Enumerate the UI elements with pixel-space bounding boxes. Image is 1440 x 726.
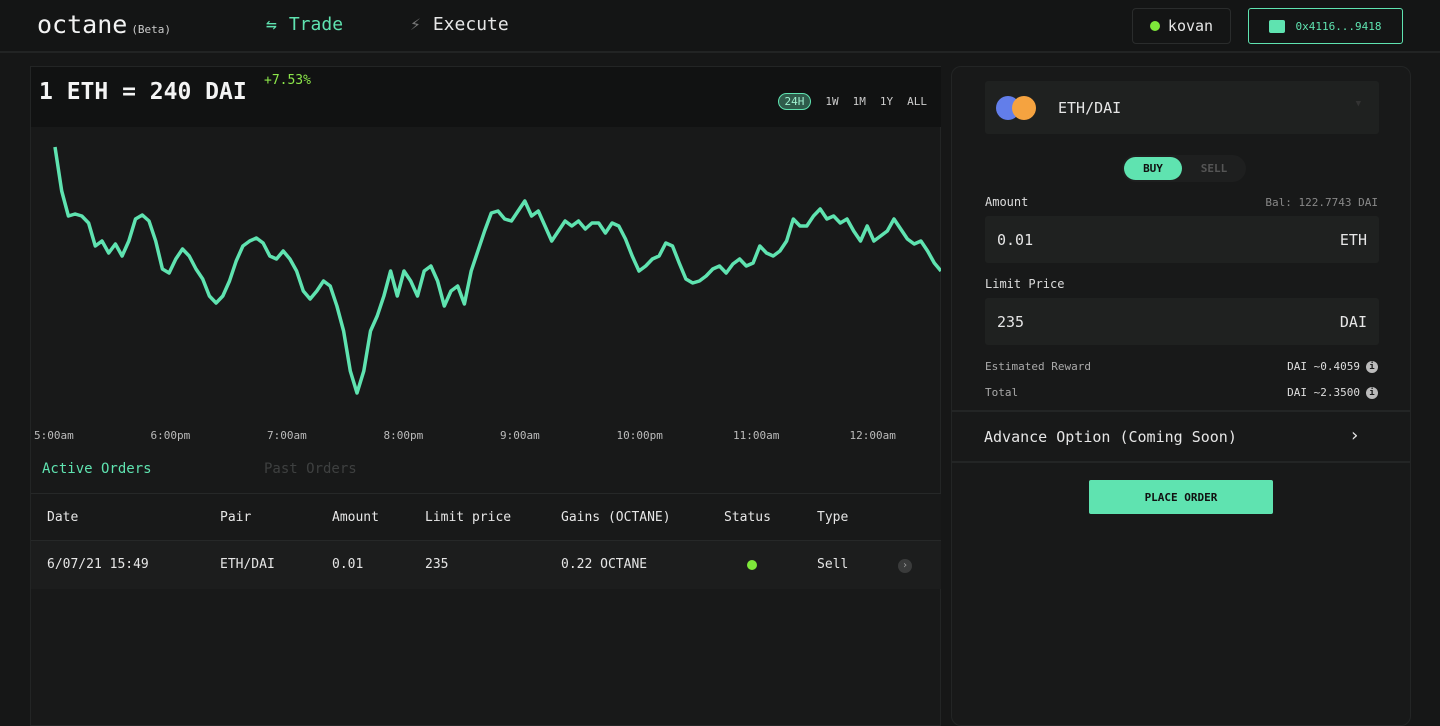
beta-label: (Beta) (131, 23, 172, 36)
place-order-button[interactable]: PLACE ORDER (1089, 480, 1273, 514)
range-1w[interactable]: 1W (825, 95, 839, 108)
tab-past-orders[interactable]: Past Orders (264, 461, 357, 477)
cell-gains: 0.22 OCTANE (561, 557, 648, 572)
x-tick-label: 5:00am (34, 429, 74, 442)
x-tick-label: 12:00am (849, 429, 896, 442)
limit-price-label: Limit Price (985, 277, 1065, 291)
x-tick-label: 11:00am (733, 429, 780, 442)
range-all[interactable]: ALL (907, 95, 927, 108)
chevron-right-icon: › (1349, 425, 1360, 446)
pair-selector[interactable]: ETH/DAI ▼ (985, 81, 1379, 134)
cell-date: 6/07/21 15:49 (47, 557, 149, 572)
price-chart[interactable] (31, 127, 941, 417)
wallet-icon (1269, 19, 1286, 33)
network-status-dot (1149, 21, 1160, 31)
x-tick-label: 10:00pm (616, 429, 663, 442)
table-header: Date Pair Amount Limit price Gains (OCTA… (31, 493, 941, 541)
nav-execute-label: Execute (432, 14, 509, 35)
limit-price-input[interactable]: 235 DAI (985, 298, 1379, 345)
col-status: Status (724, 510, 771, 525)
x-tick-label: 6:00pm (150, 429, 191, 442)
dai-icon (1012, 96, 1036, 120)
col-gains: Gains (OCTANE) (561, 510, 671, 525)
reward: DAI ~0.4059 i (1287, 360, 1378, 373)
tab-active-orders[interactable]: Active Orders (42, 461, 152, 477)
side-toggle: BUY SELL (1122, 155, 1246, 182)
x-tick-label: 8:00pm (383, 429, 424, 442)
cell-pair: ETH/DAI (220, 557, 275, 572)
range-1y[interactable]: 1Y (879, 95, 894, 108)
info-icon[interactable]: i (1366, 387, 1378, 399)
orders-table: Date Pair Amount Limit price Gains (OCTA… (31, 493, 941, 589)
col-type: Type (817, 510, 849, 525)
col-pair: Pair (220, 510, 252, 525)
balance: Bal: 122.7743 DAI (1265, 196, 1378, 209)
cell-type: Sell (817, 557, 849, 572)
advance-option-row[interactable]: Advance Option (Coming Soon) › (952, 410, 1410, 463)
col-date: Date (47, 510, 79, 525)
logo-text: octane (37, 10, 128, 39)
buy-button[interactable]: BUY (1124, 157, 1182, 180)
chevron-right-icon[interactable]: › (898, 559, 912, 573)
x-tick-label: 7:00am (267, 429, 307, 442)
total-label: Total (985, 386, 1019, 399)
advance-option-label: Advance Option (Coming Soon) (984, 428, 1237, 446)
swap-arrows-icon: ⇋ (266, 14, 277, 35)
chevron-down-icon: ▼ (1355, 99, 1361, 109)
x-tick-label: 9:00am (500, 429, 540, 442)
limit-value: 235 (997, 313, 1025, 331)
sell-button[interactable]: SELL (1200, 162, 1228, 175)
nav-trade[interactable]: ⇋ Trade (266, 14, 343, 35)
range-1m[interactable]: 1M (852, 95, 866, 108)
top-bar: octane (Beta) ⇋ Trade ⚡︎ Execute kovan 0x41… (0, 0, 1440, 53)
range-selector: 24H 1W 1M 1Y ALL (777, 93, 927, 110)
pair-label: ETH/DAI (1058, 99, 1122, 117)
amount-unit: ETH (1339, 231, 1367, 249)
total: DAI ~2.3500 i (1287, 386, 1378, 399)
price-quote: 1 ETH = 240 DAI (39, 79, 247, 105)
reward-label: Estimated Reward (985, 360, 1091, 373)
cell-limit: 235 (425, 557, 449, 572)
network-label: kovan (1167, 17, 1214, 35)
reward-value: DAI ~0.4059 (1287, 360, 1360, 373)
price-line (53, 146, 941, 395)
table-row[interactable]: 6/07/21 15:49 ETH/DAI 0.01 235 0.22 OCTA… (31, 541, 941, 589)
logo[interactable]: octane (Beta) (37, 10, 171, 39)
order-form-panel: ETH/DAI ▼ BUY SELL Amount Bal: 122.7743 … (951, 66, 1411, 726)
chart-and-orders-panel: 1 ETH = 240 DAI +7.53% 24H 1W 1M 1Y ALL … (30, 66, 941, 726)
col-limit: Limit price (425, 510, 512, 525)
amount-label: Amount (985, 195, 1029, 209)
amount-input[interactable]: 0.01 ETH (985, 216, 1379, 263)
wallet-button[interactable]: 0x4116...9418 (1248, 8, 1403, 44)
cell-amount: 0.01 (332, 557, 364, 572)
price-change: +7.53% (264, 73, 311, 88)
nav-execute[interactable]: ⚡︎ Execute (410, 14, 509, 35)
info-icon[interactable]: i (1366, 361, 1378, 373)
limit-unit: DAI (1339, 313, 1367, 331)
nav-trade-label: Trade (288, 14, 344, 35)
status-dot (747, 560, 757, 570)
amount-value: 0.01 (997, 231, 1034, 249)
range-24h[interactable]: 24H (777, 93, 812, 110)
lightning-icon: ⚡︎ (410, 14, 421, 35)
wallet-address: 0x4116...9418 (1295, 19, 1382, 33)
col-amount: Amount (332, 510, 379, 525)
chart-header: 1 ETH = 240 DAI +7.53% 24H 1W 1M 1Y ALL (31, 67, 941, 127)
network-button[interactable]: kovan (1132, 8, 1231, 44)
total-value: DAI ~2.3500 (1287, 386, 1360, 399)
